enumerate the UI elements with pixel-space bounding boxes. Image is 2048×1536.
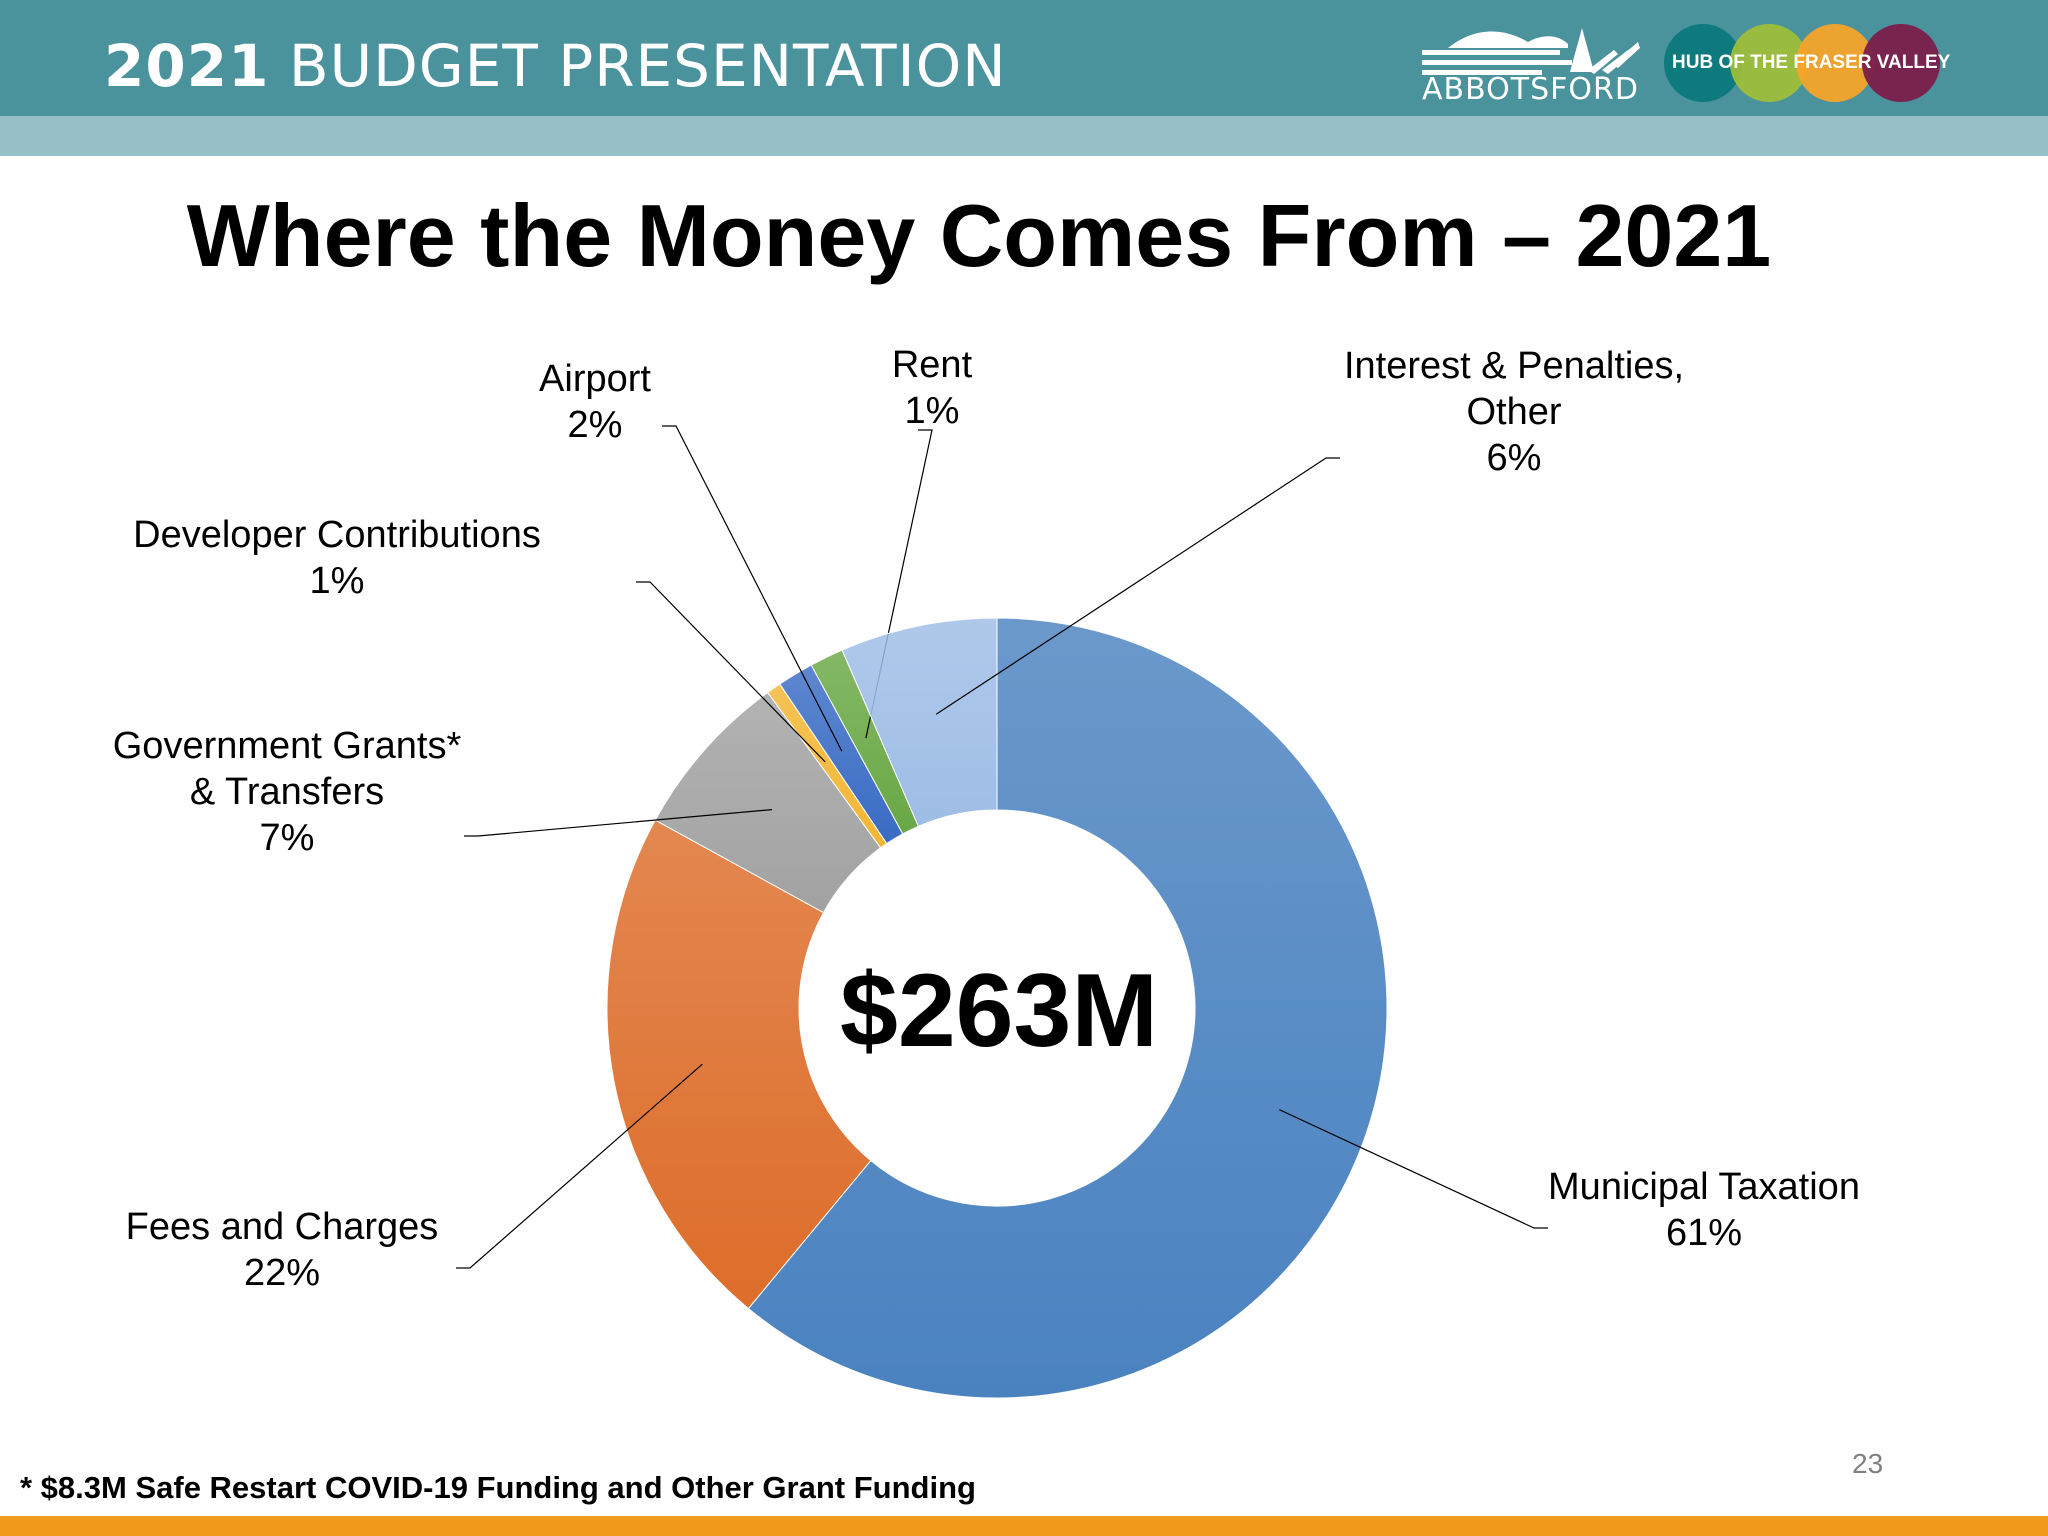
hub-circle-green — [1730, 24, 1808, 102]
slice-percent: 1% — [310, 560, 365, 602]
slice-percent: 2% — [568, 404, 623, 446]
donut-slice — [606, 819, 872, 1310]
slice-name: Other — [1466, 391, 1561, 433]
slice-label: Government Grants* & Transfers 7% — [113, 725, 462, 859]
slice-label: Interest & Penalties, Other 6% — [1344, 345, 1684, 479]
hub-circle-maroon — [1862, 24, 1940, 102]
slice-name: Municipal Taxation — [1548, 1166, 1860, 1208]
slice-label: Rent 1% — [892, 344, 973, 432]
presentation-title-year: 2021 — [104, 32, 270, 100]
leader-line — [662, 425, 843, 752]
donut-slice — [841, 617, 998, 827]
hub-circle-orange — [1796, 24, 1874, 102]
slice-percent: 7% — [260, 817, 315, 859]
leader-line — [464, 809, 773, 837]
slice-label: Municipal Taxation 61% — [1548, 1166, 1860, 1254]
slide-title: Where the Money Comes From – 2021 — [186, 186, 1772, 285]
header-strip — [0, 116, 2048, 156]
presentation-title: 2021 BUDGET PRESENTATION — [104, 32, 1007, 100]
slice-name: Government Grants* — [113, 725, 462, 767]
slice-label: Developer Contributions 1% — [133, 514, 541, 602]
leader-line — [1279, 1109, 1548, 1229]
page-number: 23 — [1852, 1448, 1884, 1479]
bottom-accent-bar — [0, 1516, 2048, 1536]
slice-name: Fees and Charges — [126, 1206, 439, 1248]
slice-name: & Transfers — [190, 771, 384, 813]
slice-label: Airport 2% — [539, 358, 651, 446]
leader-line — [935, 457, 1340, 715]
slice-name: Developer Contributions — [133, 514, 541, 556]
donut-slice — [747, 617, 1388, 1399]
slice-percent: 22% — [244, 1252, 320, 1294]
slice-name: Rent — [892, 344, 973, 386]
hub-tagline: HUB OF THE FRASER VALLEY — [1672, 52, 1951, 73]
abbotsford-logo-icon — [1422, 28, 1640, 75]
hub-circle-teal — [1664, 24, 1742, 102]
footnote: * $8.3M Safe Restart COVID-19 Funding an… — [20, 1470, 976, 1505]
leader-line — [456, 1063, 703, 1269]
leader-line — [636, 581, 826, 763]
slice-percent: 61% — [1666, 1212, 1742, 1254]
donut-center-total: $263M — [840, 953, 1158, 1069]
slice-percent: 6% — [1487, 437, 1542, 479]
presentation-title-text: BUDGET PRESENTATION — [288, 32, 1007, 100]
slice-label: Fees and Charges 22% — [126, 1206, 439, 1294]
slice-name: Interest & Penalties, — [1344, 345, 1684, 387]
slice-percent: 1% — [905, 390, 960, 432]
logo-wordmark: ABBOTSFORD — [1422, 72, 1639, 107]
hub-badge — [1664, 24, 1944, 102]
slice-name: Airport — [539, 358, 651, 400]
